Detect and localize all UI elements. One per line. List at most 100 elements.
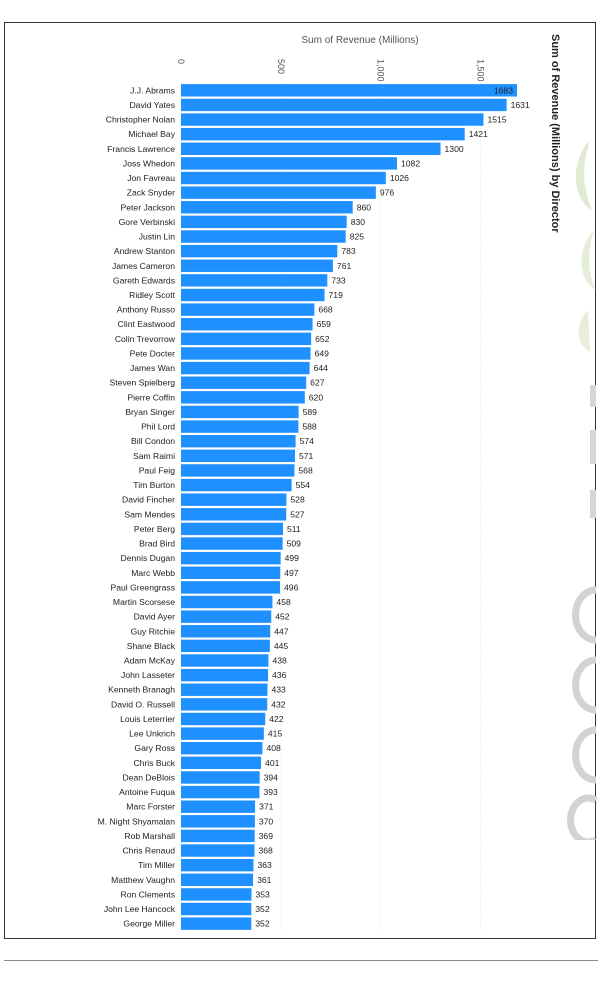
category-label: Zack Snyder bbox=[127, 188, 175, 198]
category-label: Joss Whedon bbox=[123, 158, 175, 168]
category-label: Antoine Fuqua bbox=[119, 787, 175, 797]
bar bbox=[181, 508, 287, 521]
category-label: David O. Russell bbox=[111, 699, 175, 709]
data-label: 436 bbox=[272, 670, 287, 680]
data-label: 393 bbox=[263, 787, 278, 797]
category-label: James Wan bbox=[130, 363, 175, 373]
chart-frame bbox=[4, 22, 596, 939]
data-label: 1683 bbox=[494, 85, 513, 95]
data-label: 497 bbox=[284, 568, 299, 578]
data-label: 733 bbox=[331, 275, 346, 285]
bar bbox=[181, 201, 353, 214]
data-label: 352 bbox=[255, 904, 270, 914]
category-label: Anthony Russo bbox=[117, 305, 176, 315]
data-label: 554 bbox=[296, 480, 311, 490]
data-label: 668 bbox=[318, 305, 333, 315]
data-label: 394 bbox=[264, 772, 279, 782]
category-label: Justin Lin bbox=[139, 232, 176, 242]
data-label: 1421 bbox=[469, 129, 488, 139]
data-label: 452 bbox=[275, 612, 290, 622]
bar bbox=[181, 551, 281, 565]
bar bbox=[181, 917, 252, 930]
data-label: 860 bbox=[357, 202, 372, 212]
data-label: 401 bbox=[265, 758, 280, 768]
category-label: Gary Ross bbox=[134, 743, 175, 753]
x-axis-ticks: 0 500 1,000 1,500 bbox=[176, 59, 485, 82]
category-label: Chris Buck bbox=[133, 758, 175, 768]
background-watermark-graphic bbox=[567, 140, 598, 840]
data-label: 371 bbox=[259, 802, 274, 812]
bar bbox=[181, 142, 441, 155]
category-label: Rob Marshall bbox=[124, 831, 175, 841]
bar bbox=[181, 259, 333, 272]
category-label: Martin Scorsese bbox=[113, 597, 175, 607]
bar bbox=[181, 332, 312, 346]
data-label: 1082 bbox=[401, 158, 420, 168]
bar bbox=[181, 244, 338, 258]
data-label: 976 bbox=[380, 188, 395, 198]
category-label: John Lee Hancock bbox=[104, 904, 176, 914]
bar bbox=[181, 274, 328, 287]
bar bbox=[181, 420, 299, 433]
x-tick-label: 500 bbox=[276, 59, 286, 74]
bar bbox=[181, 230, 346, 243]
category-label: George Miller bbox=[123, 919, 175, 929]
bar bbox=[181, 361, 310, 375]
bar bbox=[181, 303, 315, 316]
data-label: 511 bbox=[287, 524, 301, 534]
category-label: Kenneth Branagh bbox=[108, 685, 175, 695]
data-label: 1026 bbox=[390, 173, 409, 183]
bar bbox=[181, 493, 287, 506]
bar bbox=[181, 727, 264, 740]
bar bbox=[181, 581, 281, 594]
category-label: Pierre Coffin bbox=[127, 392, 175, 402]
bar bbox=[181, 698, 268, 711]
x-tick-label: 1,500 bbox=[475, 59, 485, 82]
category-label: Bill Condon bbox=[131, 436, 175, 446]
data-label: 527 bbox=[290, 509, 305, 519]
bar bbox=[181, 800, 256, 813]
data-label: 571 bbox=[299, 451, 314, 461]
data-label: 370 bbox=[259, 816, 274, 826]
category-label: David Ayer bbox=[134, 612, 176, 622]
data-label: 644 bbox=[314, 363, 329, 373]
x-tick-label: 0 bbox=[176, 59, 186, 64]
bar bbox=[181, 566, 281, 579]
category-label: Sam Raimi bbox=[133, 451, 175, 461]
bar bbox=[181, 873, 254, 886]
bar bbox=[181, 405, 299, 419]
x-tick-label: 1,000 bbox=[376, 59, 386, 82]
bars bbox=[181, 84, 517, 930]
data-label: 369 bbox=[259, 831, 274, 841]
category-label: Jon Favreau bbox=[127, 173, 175, 183]
bar bbox=[181, 595, 273, 609]
category-label: Michael Bay bbox=[128, 129, 176, 139]
category-label: Phil Lord bbox=[141, 422, 175, 432]
bar bbox=[181, 449, 295, 463]
x-axis-title: Sum of Revenue (Millions) bbox=[301, 35, 418, 46]
data-label: 361 bbox=[257, 875, 272, 885]
category-label: Lee Unkrich bbox=[129, 729, 175, 739]
bar bbox=[181, 742, 263, 755]
bar bbox=[181, 683, 268, 696]
bar bbox=[181, 844, 255, 857]
data-label: 761 bbox=[337, 261, 352, 271]
data-label: 353 bbox=[255, 889, 270, 899]
data-label: 620 bbox=[309, 392, 324, 402]
category-label: Clint Eastwood bbox=[118, 319, 176, 329]
bar bbox=[181, 376, 307, 389]
data-label: 652 bbox=[315, 334, 330, 344]
category-label: Colin Trevorrow bbox=[115, 334, 176, 344]
bar bbox=[181, 888, 252, 901]
data-label: 588 bbox=[302, 422, 317, 432]
chart-title: Sum of Revenue (Millions) by Director bbox=[549, 34, 561, 233]
category-label: Bryan Singer bbox=[125, 407, 175, 417]
data-label: 363 bbox=[257, 860, 272, 870]
bar bbox=[181, 625, 271, 638]
data-label: 783 bbox=[341, 246, 356, 256]
category-label: Paul Feig bbox=[139, 465, 176, 475]
bar bbox=[181, 288, 325, 302]
category-label: Peter Jackson bbox=[121, 202, 176, 212]
category-label: Paul Greengrass bbox=[111, 582, 176, 592]
data-label: 528 bbox=[290, 495, 305, 505]
